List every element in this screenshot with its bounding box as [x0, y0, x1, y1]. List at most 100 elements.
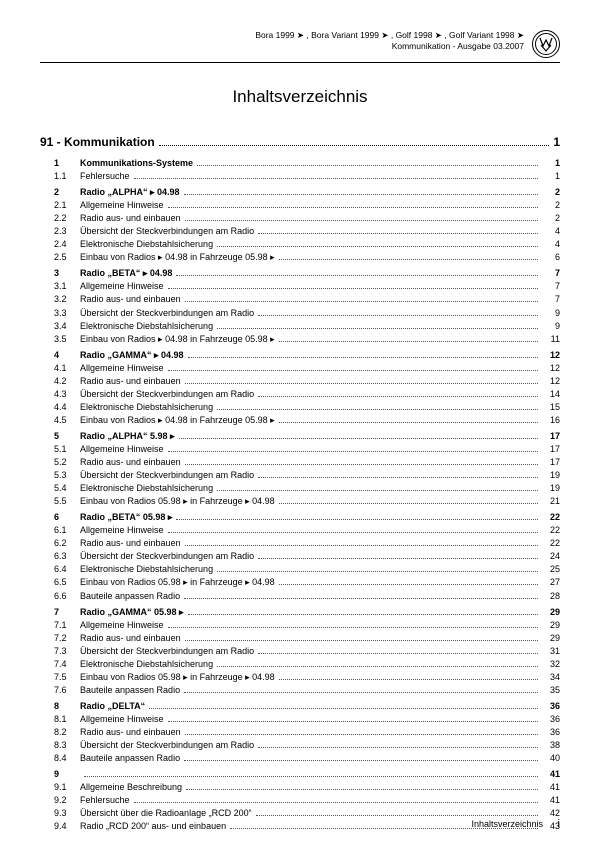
toc-label: Allgemeine Hinweise: [80, 362, 164, 375]
toc-page: 2: [542, 199, 560, 212]
toc-label: Übersicht der Steckverbindungen am Radio: [80, 645, 254, 658]
vw-logo-icon: [532, 30, 560, 58]
toc-row: 5.3Übersicht der Steckverbindungen am Ra…: [40, 469, 560, 482]
dot-leader: [217, 328, 538, 329]
toc-number: 3.3: [40, 307, 80, 320]
toc-row: 7.5Einbau von Radios 05.98 ▸ in Fahrzeug…: [40, 671, 560, 684]
toc-page: 32: [542, 658, 560, 671]
dot-leader: [168, 721, 538, 722]
toc-page: 22: [542, 511, 560, 524]
toc-label: Einbau von Radios ▸ 04.98 in Fahrzeuge 0…: [80, 414, 275, 427]
dot-leader: [159, 145, 550, 146]
dot-leader: [217, 490, 538, 491]
toc-page: 38: [542, 739, 560, 752]
toc-page: 9: [542, 320, 560, 333]
toc-label: Elektronische Diebstahlsicherung: [80, 238, 213, 251]
toc-row: 941: [40, 768, 560, 781]
toc-number: 4.5: [40, 414, 80, 427]
toc-label: Bauteile anpassen Radio: [80, 752, 180, 765]
toc-row: 7.1Allgemeine Hinweise29: [40, 619, 560, 632]
toc-label: Radio aus- und einbauen: [80, 726, 181, 739]
toc-row: 2.4Elektronische Diebstahlsicherung4: [40, 238, 560, 251]
toc-number: 6.1: [40, 524, 80, 537]
toc-row: 8Radio „DELTA“36: [40, 700, 560, 713]
dot-leader: [258, 747, 538, 748]
toc-row: 3.3Übersicht der Steckverbindungen am Ra…: [40, 307, 560, 320]
toc-label: Übersicht der Steckverbindungen am Radio: [80, 307, 254, 320]
toc-page: 24: [542, 550, 560, 563]
toc-page: 41: [542, 794, 560, 807]
toc-page: 14: [542, 388, 560, 401]
header-line-2: Kommunikation - Ausgabe 03.2007: [40, 41, 524, 52]
dot-leader: [279, 259, 538, 260]
toc-page: 2: [542, 186, 560, 199]
toc-number: 6.3: [40, 550, 80, 563]
toc-page: 28: [542, 590, 560, 603]
toc-page: 22: [542, 537, 560, 550]
toc-label: Übersicht der Steckverbindungen am Radio: [80, 225, 254, 238]
toc-row: 5Radio „ALPHA“ 5.98 ▸17: [40, 430, 560, 443]
dot-leader: [185, 464, 538, 465]
page-header: Bora 1999 ➤ , Bora Variant 1999 ➤ , Golf…: [40, 30, 560, 63]
toc-label: Allgemeine Hinweise: [80, 199, 164, 212]
toc-label: Radio „BETA“ ▸ 04.98: [80, 267, 172, 280]
toc-row: 4.4Elektronische Diebstahlsicherung15: [40, 401, 560, 414]
dot-leader: [168, 627, 538, 628]
toc-number: 1: [40, 157, 80, 170]
toc-number: 7: [40, 606, 80, 619]
toc-number: 9.3: [40, 807, 80, 820]
dot-leader: [258, 396, 538, 397]
toc-label: Radio aus- und einbauen: [80, 212, 181, 225]
toc-page: 21: [542, 495, 560, 508]
toc-row: 3Radio „BETA“ ▸ 04.987: [40, 267, 560, 280]
toc-number: 5: [40, 430, 80, 443]
toc-row: 8.3Übersicht der Steckverbindungen am Ra…: [40, 739, 560, 752]
toc-number: 8: [40, 700, 80, 713]
toc-label: Fehlersuche: [80, 794, 130, 807]
toc-number: 8.1: [40, 713, 80, 726]
toc-number: 3: [40, 267, 80, 280]
toc-number: 7.5: [40, 671, 80, 684]
dot-leader: [279, 584, 538, 585]
toc-row: 6.2Radio aus- und einbauen22: [40, 537, 560, 550]
toc-number: 6: [40, 511, 80, 524]
toc-page: 31: [542, 645, 560, 658]
dot-leader: [168, 451, 538, 452]
toc-row: 5.5Einbau von Radios 05.98 ▸ in Fahrzeug…: [40, 495, 560, 508]
toc-label: Bauteile anpassen Radio: [80, 684, 180, 697]
toc-label: Radio „RCD 200“ aus- und einbauen: [80, 820, 226, 833]
toc-label: Radio „GAMMA“ 05.98 ▸: [80, 606, 184, 619]
toc-number: 3.2: [40, 293, 80, 306]
toc-label: Radio aus- und einbauen: [80, 456, 181, 469]
toc-number: 2.3: [40, 225, 80, 238]
toc-number: 9.4: [40, 820, 80, 833]
toc-page: 17: [542, 430, 560, 443]
section-page: 1: [553, 135, 560, 149]
toc-page: 12: [542, 375, 560, 388]
toc-label: Einbau von Radios ▸ 04.98 in Fahrzeuge 0…: [80, 251, 275, 264]
page-title: Inhaltsverzeichnis: [40, 87, 560, 107]
toc-number: 4.4: [40, 401, 80, 414]
toc-page: 36: [542, 726, 560, 739]
dot-leader: [217, 571, 538, 572]
toc-row: 6.4Elektronische Diebstahlsicherung25: [40, 563, 560, 576]
toc-page: 27: [542, 576, 560, 589]
dot-leader: [217, 246, 538, 247]
toc-label: Radio „GAMMA“ ▸ 04.98: [80, 349, 184, 362]
dot-leader: [279, 679, 538, 680]
toc-number: 7.4: [40, 658, 80, 671]
toc-number: 2.1: [40, 199, 80, 212]
header-text: Bora 1999 ➤ , Bora Variant 1999 ➤ , Golf…: [40, 30, 532, 52]
toc-page: 1: [542, 170, 560, 183]
toc-number: 7.1: [40, 619, 80, 632]
toc-page: 2: [542, 212, 560, 225]
dot-leader: [149, 708, 538, 709]
dot-leader: [258, 233, 538, 234]
toc-number: 6.2: [40, 537, 80, 550]
toc-number: 7.3: [40, 645, 80, 658]
toc-page: 40: [542, 752, 560, 765]
toc-label: Radio aus- und einbauen: [80, 632, 181, 645]
toc-number: 4.3: [40, 388, 80, 401]
toc-row: 9.1Allgemeine Beschreibung41: [40, 781, 560, 794]
toc-label: Übersicht der Steckverbindungen am Radio: [80, 739, 254, 752]
